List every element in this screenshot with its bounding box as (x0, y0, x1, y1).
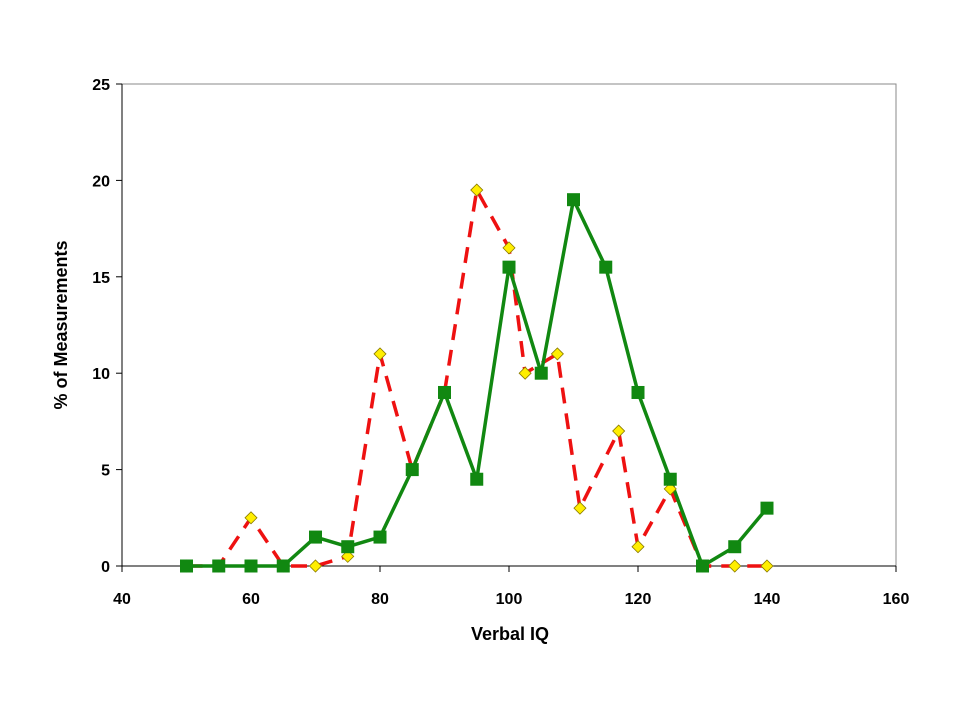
x-tick-label: 140 (754, 591, 781, 608)
data-point (502, 260, 516, 274)
series-line (186, 188, 767, 568)
data-point (728, 559, 742, 573)
data-point (180, 559, 193, 573)
data-point (470, 472, 484, 486)
data-point (631, 540, 645, 554)
axis-titles: Verbal IQ % of Measurements (51, 240, 549, 644)
x-tick-label: 80 (371, 591, 389, 608)
data-point (663, 482, 677, 496)
data-point (760, 501, 774, 515)
series-1 (186, 188, 767, 568)
data-point (405, 463, 419, 477)
data-point (550, 347, 564, 361)
data-point (309, 530, 322, 544)
data-point (760, 559, 774, 573)
data-point (696, 559, 709, 573)
data-point (599, 260, 613, 274)
data-point (631, 385, 645, 399)
x-tick-label: 40 (113, 591, 131, 608)
y-tick-label: 15 (92, 270, 110, 287)
y-tick-label: 5 (101, 463, 110, 480)
series-markers-0 (180, 193, 774, 573)
axes: 0 5 10 15 20 25 40 60 80 100 120 140 160 (92, 77, 909, 608)
data-point (276, 559, 290, 573)
x-tick-label: 60 (242, 591, 260, 608)
data-point (373, 530, 387, 544)
data-point (518, 366, 532, 380)
y-tick-label: 20 (92, 173, 110, 190)
data-point (244, 559, 258, 573)
series-layer (179, 183, 774, 573)
data-point (341, 549, 355, 563)
x-axis-title: Verbal IQ (471, 624, 549, 644)
data-point (573, 501, 587, 515)
plot-area (121, 83, 897, 567)
data-point (373, 347, 387, 361)
data-point (502, 241, 516, 255)
data-point (308, 559, 323, 573)
data-point (244, 511, 258, 525)
data-point (612, 424, 626, 438)
y-tick-label: 10 (92, 366, 110, 383)
data-point (438, 385, 451, 399)
x-tick-label: 160 (883, 591, 910, 608)
data-point (212, 559, 226, 573)
y-axis-title: % of Measurements (51, 240, 71, 409)
data-point (534, 366, 548, 380)
x-tick-label: 120 (625, 591, 652, 608)
x-tick-label: 100 (496, 591, 523, 608)
y-tick-label: 0 (101, 559, 110, 576)
data-point (728, 540, 742, 554)
y-tick-label: 25 (92, 77, 110, 94)
data-point (567, 193, 580, 207)
data-point (663, 472, 677, 486)
data-point (341, 540, 355, 554)
data-point (470, 183, 484, 197)
